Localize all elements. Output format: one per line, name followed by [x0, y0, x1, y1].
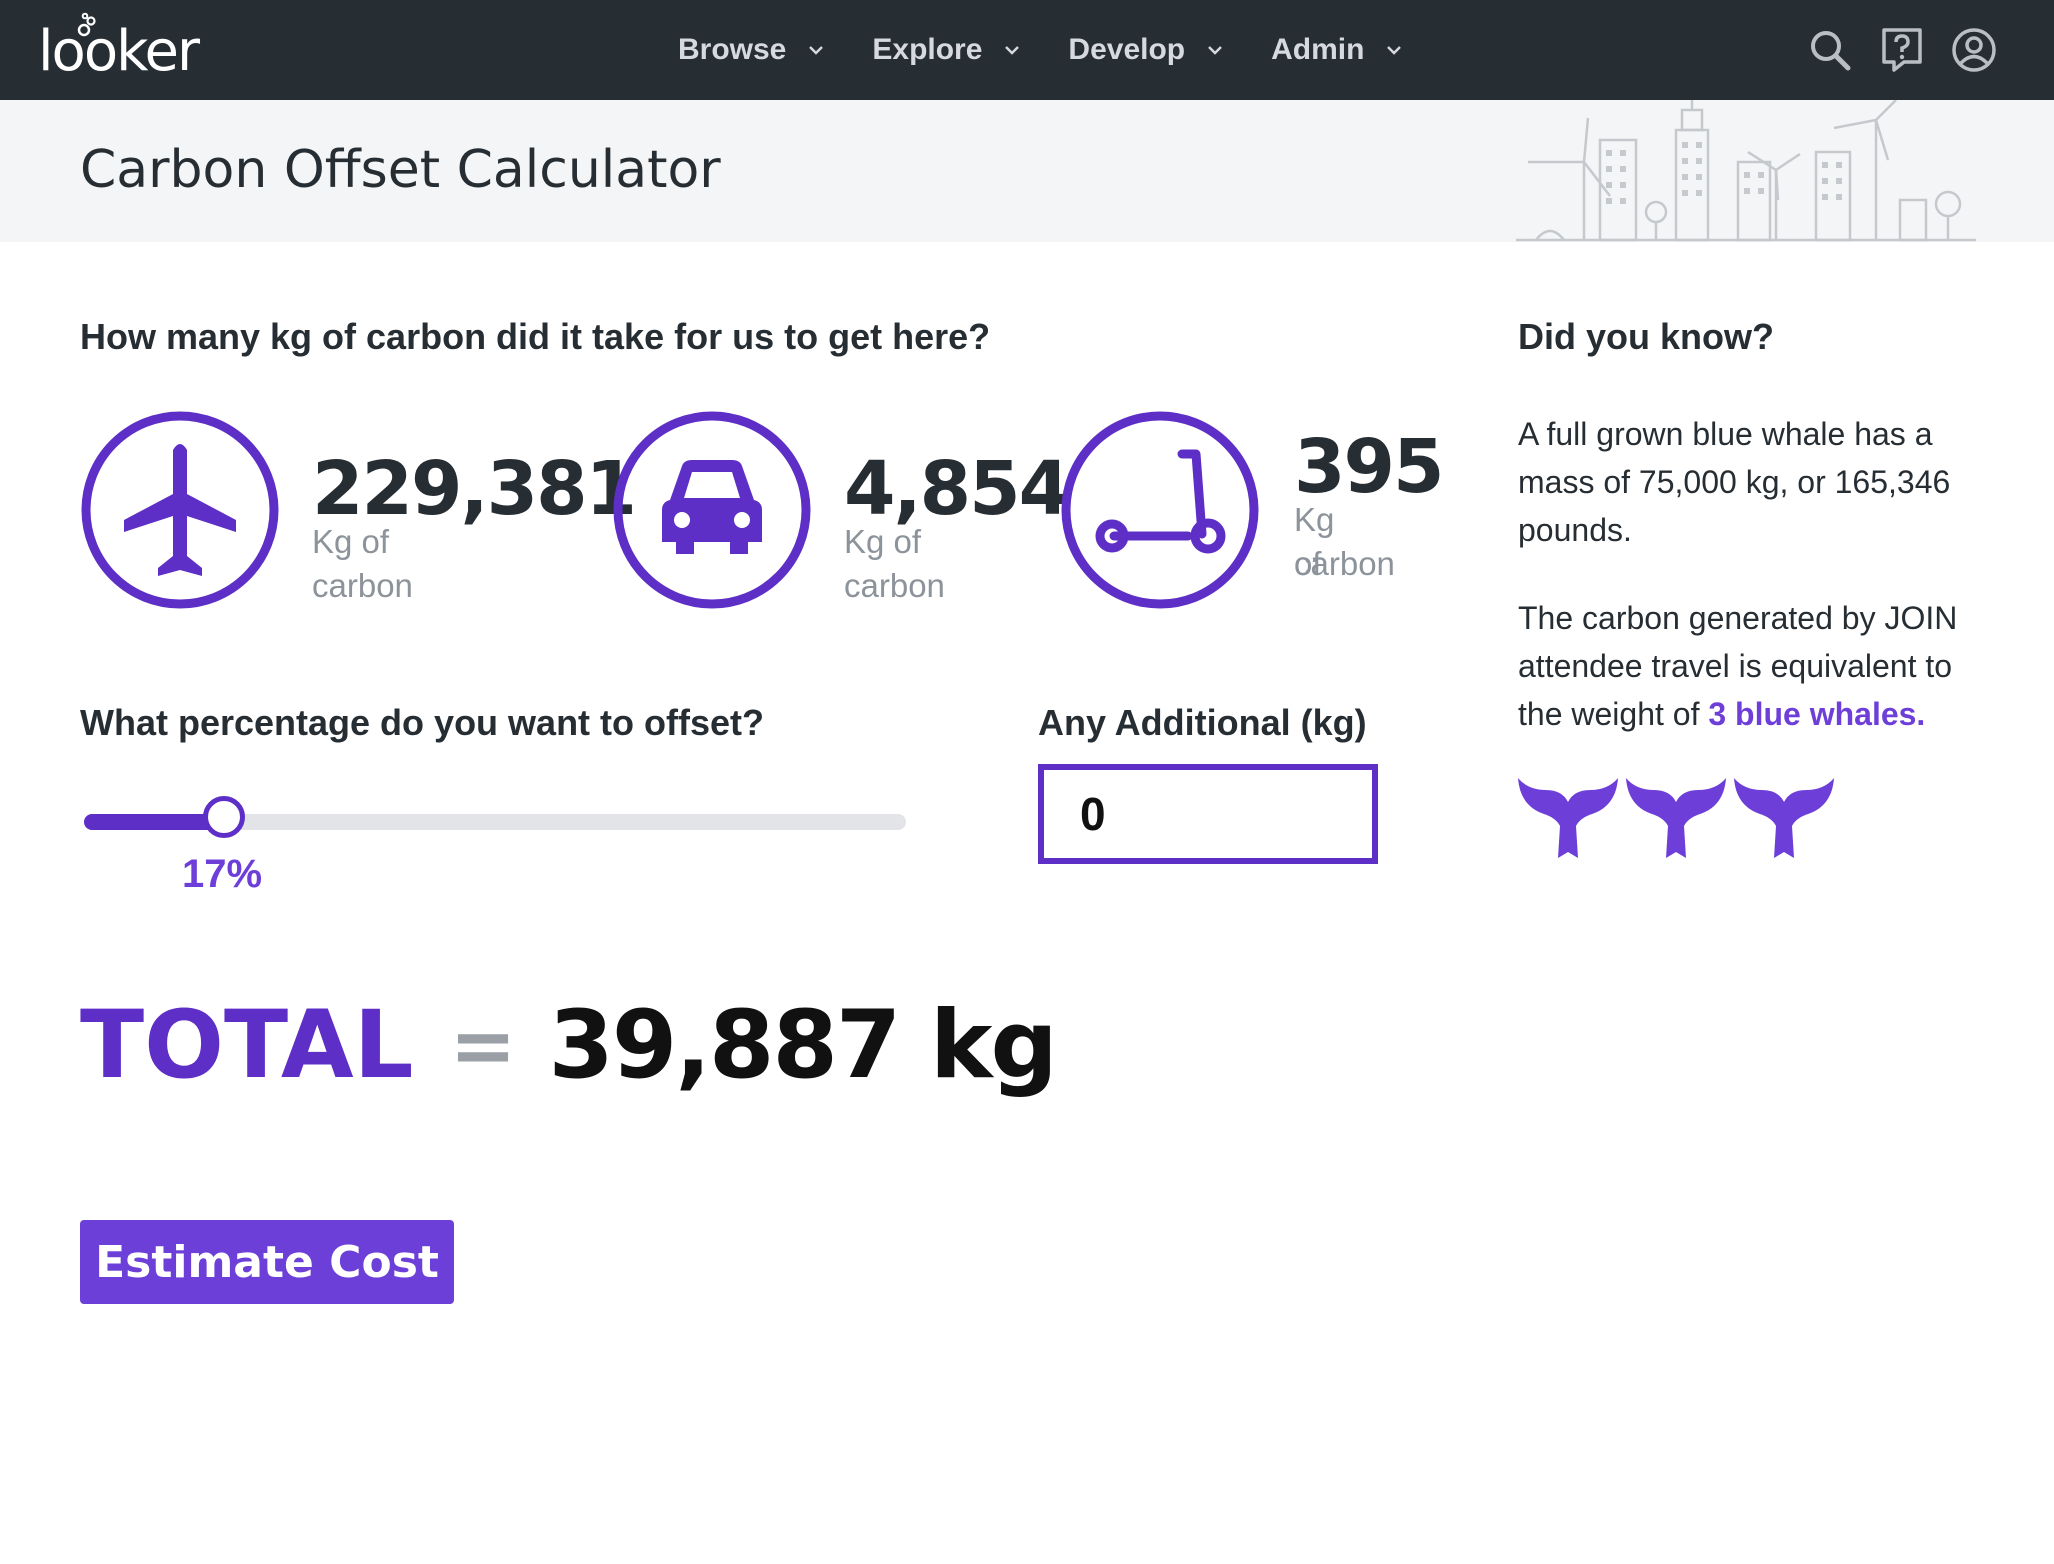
airplane-icon	[81, 411, 279, 609]
menu-explore-label: Explore	[872, 33, 983, 66]
total-row: TOTAL = 39,887 kg	[80, 990, 1058, 1100]
chevron-down-icon	[809, 46, 824, 55]
scooter-carbon-unit-line1: Kg of	[1294, 501, 1335, 582]
equivalence-text: The carbon generated by JOIN attendee tr…	[1518, 600, 1958, 732]
menu-admin[interactable]: Admin	[1271, 33, 1402, 67]
equals-sign: =	[449, 998, 517, 1092]
whale-tail-icon	[1518, 778, 1618, 858]
chevron-down-icon	[1005, 46, 1020, 55]
help-icon[interactable]	[1878, 26, 1926, 74]
logo-text: looker	[38, 19, 200, 84]
main-menu: Browse Explore Develop Admin	[678, 0, 1450, 100]
whale-count-highlight: 3 blue whales.	[1708, 696, 1926, 732]
scooter-icon	[1061, 411, 1259, 609]
whale-tail-icon	[1734, 778, 1834, 858]
menu-develop[interactable]: Develop	[1068, 33, 1223, 67]
search-icon[interactable]	[1806, 26, 1854, 74]
slider-fill	[84, 814, 224, 830]
scooter-carbon-value: 395	[1294, 424, 1444, 510]
car-icon	[613, 411, 811, 609]
offset-question: What percentage do you want to offset?	[80, 702, 765, 743]
airplane-carbon-unit: Kg of carbon	[312, 523, 413, 604]
page-header: Carbon Offset Calculator	[0, 100, 2054, 242]
account-icon[interactable]	[1950, 26, 1998, 74]
nav-icon-group	[1782, 26, 1998, 74]
additional-label: Any Additional (kg)	[1038, 702, 1367, 743]
whale-tail-icon	[1626, 778, 1726, 858]
logo-bubbles-icon	[77, 12, 96, 37]
join-equivalence-paragraph: The carbon generated by JOIN attendee tr…	[1518, 594, 1988, 738]
menu-browse[interactable]: Browse	[678, 33, 824, 67]
menu-admin-label: Admin	[1271, 33, 1365, 66]
total-label: TOTAL	[80, 990, 414, 1100]
page-title: Carbon Offset Calculator	[80, 140, 721, 200]
menu-explore[interactable]: Explore	[872, 33, 1020, 67]
top-nav: looker Browse Explore Develop Admin	[0, 0, 2054, 100]
scooter-carbon-unit-line2: carbon	[1294, 545, 1395, 582]
menu-develop-label: Develop	[1068, 33, 1186, 66]
looker-logo[interactable]: looker	[38, 12, 200, 84]
estimate-cost-button[interactable]: Estimate Cost	[80, 1220, 454, 1304]
menu-browse-label: Browse	[678, 33, 787, 66]
offset-slider[interactable]	[84, 796, 906, 838]
car-carbon-value: 4,854	[844, 446, 1070, 532]
whale-tails	[1516, 776, 1840, 860]
chevron-down-icon	[1387, 46, 1402, 55]
total-value: 39,887 kg	[548, 990, 1058, 1100]
chevron-down-icon	[1208, 46, 1222, 55]
city-skyline-illustration	[1516, 100, 1976, 242]
car-carbon-unit: Kg of carbon	[844, 523, 945, 604]
slider-percent-label: 17%	[182, 852, 263, 896]
slider-track[interactable]	[84, 814, 906, 830]
whale-fact-paragraph: A full grown blue whale has a mass of 75…	[1518, 416, 1951, 548]
did-you-know-title: Did you know?	[1518, 316, 1774, 357]
airplane-carbon-value: 229,381	[312, 446, 637, 532]
additional-kg-input[interactable]	[1038, 764, 1378, 864]
slider-thumb[interactable]	[203, 796, 245, 838]
carbon-question: How many kg of carbon did it take for us…	[80, 316, 991, 357]
